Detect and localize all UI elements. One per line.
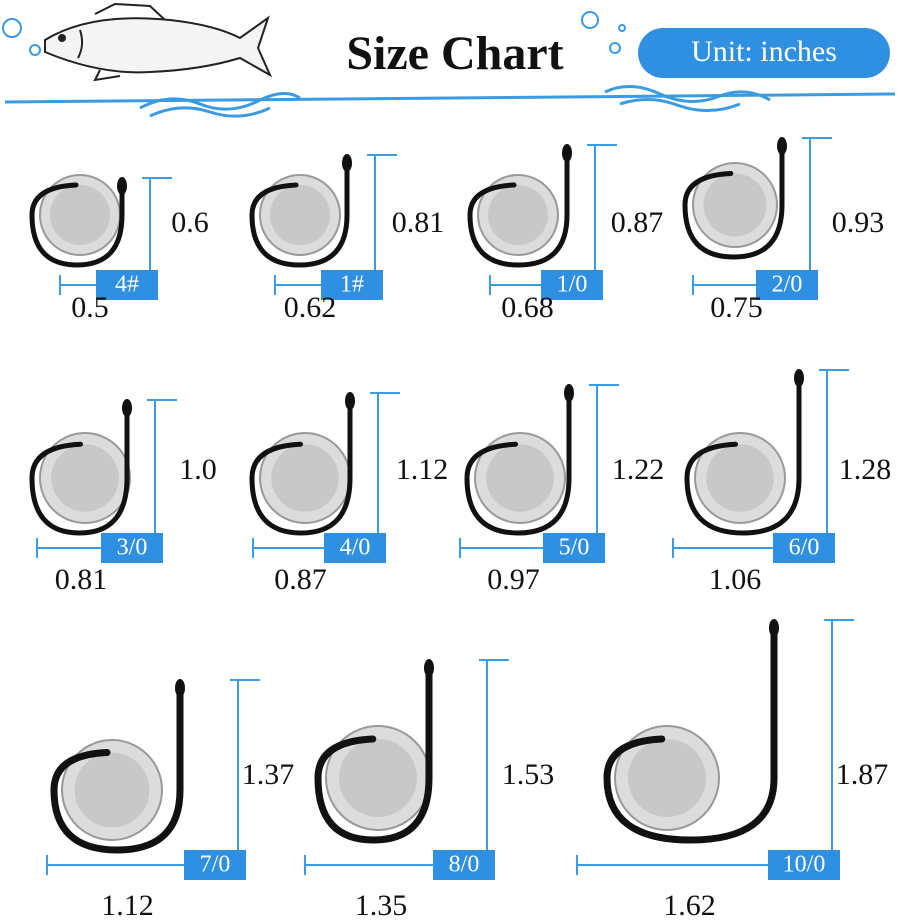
size-badge	[543, 533, 605, 563]
size-badge	[324, 533, 386, 563]
hook	[684, 375, 802, 536]
size-badge	[541, 270, 603, 300]
coin-face	[706, 444, 774, 512]
size-badge	[773, 533, 835, 563]
height-value: 1.12	[396, 453, 449, 486]
width-value: 1.35	[355, 889, 408, 920]
hook	[682, 143, 785, 260]
hook-eye	[777, 137, 787, 155]
hook	[29, 405, 130, 536]
height-value: 0.6	[171, 206, 209, 239]
size-badge	[321, 270, 383, 300]
hook	[314, 664, 433, 844]
hook	[249, 398, 353, 536]
size-badge	[96, 270, 158, 300]
hook-eye	[117, 177, 127, 195]
size-badge	[433, 850, 495, 880]
width-value: 0.62	[284, 291, 337, 324]
coin-face	[270, 185, 330, 245]
width-value: 0.75	[710, 291, 763, 324]
size-label: 4/0	[340, 535, 371, 561]
hook-eye	[564, 384, 574, 402]
height-value: 1.28	[839, 453, 892, 486]
height-value: 1.87	[836, 758, 889, 791]
size-label: 7/0	[200, 852, 231, 878]
coin-face	[486, 444, 554, 512]
unit-label: Unit: inches	[691, 35, 837, 68]
fish-illustration	[44, 2, 273, 82]
hook-eye	[562, 144, 572, 162]
height-value: 1.53	[502, 758, 555, 791]
hook-grid: 4# 0.6 0.5 1# 0.81 0.62 1/0 0.87 0.68 2/0 0.93 0.75…	[29, 137, 892, 920]
hook	[29, 182, 125, 268]
page-title: Size Chart	[346, 27, 563, 80]
hook-eye	[794, 369, 804, 387]
hook	[603, 624, 778, 844]
height-value: 1.22	[612, 453, 665, 486]
hook-eye	[122, 399, 132, 417]
size-label: 8/0	[449, 852, 480, 878]
wave-divider	[4, 85, 896, 118]
coin-face	[271, 444, 339, 512]
width-value: 0.5	[71, 291, 109, 324]
width-value: 0.81	[55, 563, 108, 596]
width-value: 1.12	[101, 889, 154, 920]
size-label: 4#	[115, 272, 139, 298]
size-label: 5/0	[559, 535, 590, 561]
size-badge	[756, 270, 818, 300]
hook-eye	[175, 679, 185, 697]
height-value: 0.93	[832, 206, 885, 239]
coin-face	[628, 739, 706, 817]
height-value: 1.37	[242, 758, 295, 791]
hook-eye	[424, 659, 434, 677]
height-value: 1.0	[179, 453, 217, 486]
width-value: 1.62	[663, 889, 716, 920]
width-value: 0.97	[487, 563, 540, 596]
width-value: 0.87	[274, 563, 327, 596]
size-badge	[101, 533, 163, 563]
coin-face	[488, 185, 548, 245]
hook-eye	[345, 392, 355, 410]
hook	[467, 150, 570, 268]
height-value: 0.87	[611, 206, 664, 239]
width-value: 1.06	[709, 563, 762, 596]
size-label: 2/0	[772, 272, 803, 298]
size-label: 1/0	[557, 272, 588, 298]
coin-face	[339, 739, 417, 817]
coin-face	[51, 444, 119, 512]
height-value: 0.81	[392, 206, 445, 239]
size-badge	[768, 850, 840, 880]
size-label: 10/0	[783, 852, 826, 878]
hook	[464, 390, 572, 536]
size-label: 6/0	[789, 535, 820, 561]
coin-face	[74, 752, 150, 828]
hook	[249, 160, 350, 268]
hook	[50, 684, 184, 854]
hook-eye	[769, 619, 779, 637]
size-label: 3/0	[117, 535, 148, 561]
unit-badge	[638, 28, 890, 78]
width-value: 0.68	[501, 291, 554, 324]
bubbles	[2, 11, 626, 56]
hook-eye	[342, 154, 352, 172]
coin-face	[703, 173, 767, 237]
size-label: 1#	[340, 272, 364, 298]
coin-face	[50, 185, 110, 245]
size-badge	[184, 850, 246, 880]
